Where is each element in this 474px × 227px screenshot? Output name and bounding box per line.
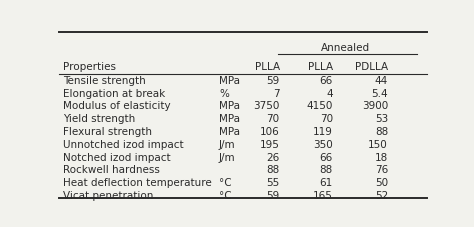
Text: 350: 350	[313, 139, 333, 149]
Text: Notched izod impact: Notched izod impact	[63, 152, 171, 162]
Text: 59: 59	[266, 190, 280, 200]
Text: °C: °C	[219, 190, 232, 200]
Text: 61: 61	[319, 177, 333, 187]
Text: 26: 26	[266, 152, 280, 162]
Text: Properties: Properties	[63, 62, 116, 72]
Text: 3900: 3900	[362, 101, 388, 111]
Text: J/m: J/m	[219, 152, 236, 162]
Text: 18: 18	[375, 152, 388, 162]
Text: PLLA: PLLA	[255, 62, 280, 72]
Text: Elongation at break: Elongation at break	[63, 88, 165, 98]
Text: 106: 106	[260, 126, 280, 136]
Text: 66: 66	[319, 76, 333, 86]
Text: 70: 70	[320, 114, 333, 124]
Text: Heat deflection temperature: Heat deflection temperature	[63, 177, 212, 187]
Text: Modulus of elasticity: Modulus of elasticity	[63, 101, 171, 111]
Text: °C: °C	[219, 177, 232, 187]
Text: 59: 59	[266, 76, 280, 86]
Text: 88: 88	[266, 165, 280, 175]
Text: PLLA: PLLA	[308, 62, 333, 72]
Text: 50: 50	[375, 177, 388, 187]
Text: 7: 7	[273, 88, 280, 98]
Text: %: %	[219, 88, 229, 98]
Text: MPa: MPa	[219, 114, 240, 124]
Text: 53: 53	[375, 114, 388, 124]
Text: 119: 119	[313, 126, 333, 136]
Text: MPa: MPa	[219, 101, 240, 111]
Text: Rockwell hardness: Rockwell hardness	[63, 165, 160, 175]
Text: Unnotched izod impact: Unnotched izod impact	[63, 139, 183, 149]
Text: MPa: MPa	[219, 126, 240, 136]
Text: Yield strength: Yield strength	[63, 114, 135, 124]
Text: Flexural strength: Flexural strength	[63, 126, 152, 136]
Text: Vicat penetration: Vicat penetration	[63, 190, 153, 200]
Text: 165: 165	[313, 190, 333, 200]
Text: 44: 44	[375, 76, 388, 86]
Text: 88: 88	[319, 165, 333, 175]
Text: 55: 55	[266, 177, 280, 187]
Text: 5.4: 5.4	[372, 88, 388, 98]
Text: 76: 76	[375, 165, 388, 175]
Text: 4150: 4150	[307, 101, 333, 111]
Text: MPa: MPa	[219, 76, 240, 86]
Text: 66: 66	[319, 152, 333, 162]
Text: Annealed: Annealed	[321, 42, 370, 52]
Text: Tensile strength: Tensile strength	[63, 76, 146, 86]
Text: 3750: 3750	[253, 101, 280, 111]
Text: 88: 88	[375, 126, 388, 136]
Text: PDLLA: PDLLA	[355, 62, 388, 72]
Text: 70: 70	[266, 114, 280, 124]
Text: J/m: J/m	[219, 139, 236, 149]
Text: 4: 4	[326, 88, 333, 98]
Text: 52: 52	[375, 190, 388, 200]
Text: 195: 195	[260, 139, 280, 149]
Text: 150: 150	[368, 139, 388, 149]
